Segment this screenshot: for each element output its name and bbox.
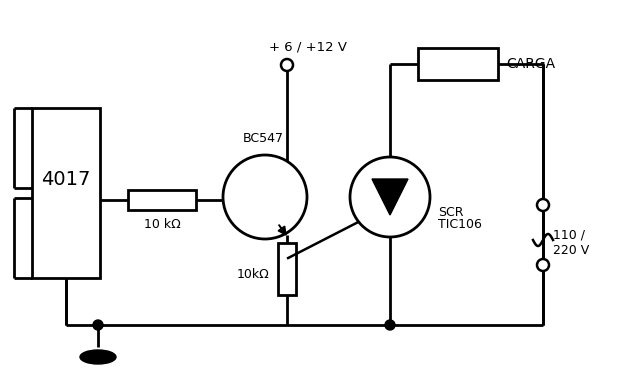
Circle shape <box>537 199 549 211</box>
Text: + 6 / +12 V: + 6 / +12 V <box>269 40 347 53</box>
Circle shape <box>537 259 549 271</box>
Circle shape <box>93 320 103 330</box>
Circle shape <box>385 320 395 330</box>
FancyArrow shape <box>278 225 286 235</box>
Text: 4017: 4017 <box>42 170 91 189</box>
Text: 10 kΩ: 10 kΩ <box>143 218 180 231</box>
Bar <box>278 243 296 295</box>
Text: BC547: BC547 <box>243 132 284 145</box>
Bar <box>32 108 100 278</box>
Text: TIC106: TIC106 <box>438 219 482 231</box>
Text: CARGA: CARGA <box>506 57 555 71</box>
Polygon shape <box>372 179 408 215</box>
Text: 10kΩ: 10kΩ <box>237 267 269 281</box>
Text: 220 V: 220 V <box>553 243 589 257</box>
Ellipse shape <box>80 350 116 364</box>
Circle shape <box>350 157 430 237</box>
Circle shape <box>281 59 293 71</box>
Text: 110 /: 110 / <box>553 228 585 241</box>
Bar <box>418 48 498 80</box>
Text: SCR: SCR <box>438 205 463 219</box>
Circle shape <box>223 155 307 239</box>
Bar <box>128 190 196 210</box>
